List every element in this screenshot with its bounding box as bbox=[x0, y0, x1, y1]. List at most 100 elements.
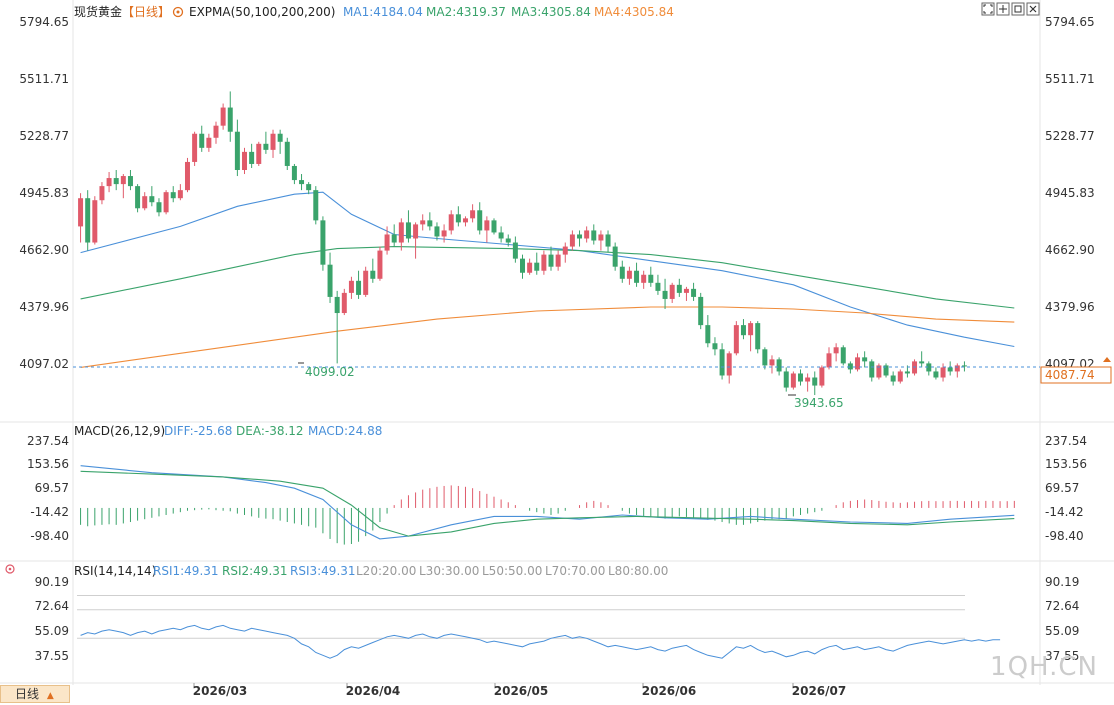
candle bbox=[156, 198, 162, 217]
price-tick-left: 4379.96 bbox=[19, 300, 69, 314]
crosshair-icon[interactable] bbox=[996, 2, 1010, 16]
price-tick-right: 5511.71 bbox=[1045, 72, 1095, 86]
candle bbox=[170, 186, 176, 203]
candle bbox=[698, 292, 704, 330]
macd-value-label: MACD:24.88 bbox=[308, 424, 382, 438]
close-icon[interactable] bbox=[1026, 2, 1040, 16]
candle bbox=[441, 224, 447, 243]
candle bbox=[933, 367, 939, 380]
candle bbox=[127, 170, 133, 191]
candle bbox=[641, 270, 647, 289]
candles bbox=[78, 91, 967, 396]
candle bbox=[78, 193, 84, 243]
candle bbox=[213, 121, 219, 144]
candle bbox=[99, 182, 105, 205]
candle bbox=[413, 222, 419, 259]
price-tick-right: 5228.77 bbox=[1045, 129, 1095, 143]
rsi-tick-right: 72.64 bbox=[1045, 599, 1079, 613]
macd-tick-left: -14.42 bbox=[30, 505, 69, 519]
candle bbox=[234, 119, 240, 177]
ema-lines bbox=[80, 191, 1015, 368]
candle bbox=[819, 365, 825, 388]
candle bbox=[797, 369, 803, 386]
rsi-title: RSI(14,14,14) bbox=[74, 564, 156, 578]
candle bbox=[527, 258, 533, 275]
price-tick-right: 4662.90 bbox=[1045, 243, 1095, 257]
macd-tick-right: 69.57 bbox=[1045, 481, 1079, 495]
candle bbox=[826, 347, 832, 370]
settings-gear-icon[interactable] bbox=[172, 6, 184, 18]
candle bbox=[655, 274, 661, 295]
rsi-tick-right: 37.55 bbox=[1045, 649, 1079, 663]
macd-dea-line bbox=[80, 470, 1015, 537]
ma-label-1: MA1:4184.04 bbox=[343, 5, 423, 19]
macd-axis: 237.54 237.54 153.56 153.56 69.57 69.57 -14.42… bbox=[27, 434, 1087, 543]
candle bbox=[427, 212, 433, 231]
macd-dea-label: DEA:-38.12 bbox=[236, 424, 304, 438]
candle bbox=[85, 190, 91, 251]
candle bbox=[434, 222, 440, 241]
candle bbox=[805, 373, 811, 392]
fullscreen-icon[interactable] bbox=[981, 2, 995, 16]
candle bbox=[712, 337, 718, 356]
rsi-tick-right: 55.09 bbox=[1045, 624, 1079, 638]
time-label: 2026/04 bbox=[346, 684, 400, 698]
price-extras: 4087.74 4099.02 3943.65 bbox=[73, 357, 1112, 410]
time-label: 2026/05 bbox=[494, 684, 548, 698]
candle bbox=[470, 204, 476, 223]
period-tab-label: 日线 bbox=[15, 687, 40, 701]
candle bbox=[897, 369, 903, 384]
candle bbox=[869, 359, 875, 382]
candle bbox=[569, 230, 575, 251]
ema-line-ma2 bbox=[80, 246, 1015, 309]
chart-toolbar bbox=[981, 2, 1040, 16]
candle bbox=[477, 202, 483, 235]
macd-tick-left: -98.40 bbox=[30, 529, 69, 543]
price-axis-left: 5794.65 5511.71 5228.77 4945.83 4662.90 4379.… bbox=[19, 15, 69, 371]
panel-icon[interactable] bbox=[1011, 2, 1025, 16]
candle bbox=[420, 214, 426, 231]
candle bbox=[270, 129, 276, 158]
candle bbox=[334, 290, 340, 364]
period-tab[interactable]: 日线 ▲ bbox=[0, 685, 70, 703]
candle bbox=[790, 371, 796, 390]
price-tick-left: 4945.83 bbox=[19, 186, 69, 200]
time-label: 2026/03 bbox=[193, 684, 247, 698]
candle bbox=[142, 192, 148, 211]
panel-frames bbox=[0, 0, 1114, 685]
rsi3-label: RSI3:49.31 bbox=[290, 564, 356, 578]
rsi2-label: RSI2:49.31 bbox=[222, 564, 288, 578]
rsi-level-labels: L20:20.00 L30:30.00 L50:50.00 L70:70.00 L80:… bbox=[356, 564, 668, 578]
rsi-level-label: L20:20.00 bbox=[356, 564, 416, 578]
candle bbox=[577, 230, 583, 247]
candle bbox=[113, 170, 119, 191]
candle bbox=[356, 270, 362, 299]
price-axis-right: 5794.65 5511.71 5228.77 4945.83 4662.90 4379.… bbox=[1045, 15, 1095, 371]
candle bbox=[192, 131, 198, 166]
candle bbox=[455, 206, 461, 227]
candle bbox=[370, 258, 376, 283]
candle bbox=[263, 131, 269, 154]
time-label: 2026/06 bbox=[642, 684, 696, 698]
price-tick-left: 5228.77 bbox=[19, 129, 69, 143]
candle bbox=[106, 172, 112, 193]
candle bbox=[926, 361, 932, 376]
candle bbox=[605, 230, 611, 253]
candle bbox=[954, 363, 960, 378]
price-tick-right: 4945.83 bbox=[1045, 186, 1095, 200]
candle bbox=[220, 103, 226, 130]
rsi-level-label: L30:30.00 bbox=[419, 564, 479, 578]
rsi-settings-icon[interactable] bbox=[5, 564, 15, 574]
candle bbox=[598, 230, 604, 251]
rsi-level-label: L70:70.00 bbox=[545, 564, 605, 578]
macd-title: MACD(26,12,9) bbox=[74, 424, 165, 438]
candle bbox=[562, 242, 568, 263]
rsi-tick-left: 37.55 bbox=[35, 649, 69, 663]
candle bbox=[876, 363, 882, 380]
period-tag: 【日线】 bbox=[122, 5, 170, 19]
candle bbox=[662, 278, 668, 310]
candle bbox=[227, 91, 233, 142]
price-tick-right: 5794.65 bbox=[1045, 15, 1095, 29]
instrument-name: 现货黄金 bbox=[74, 4, 122, 19]
